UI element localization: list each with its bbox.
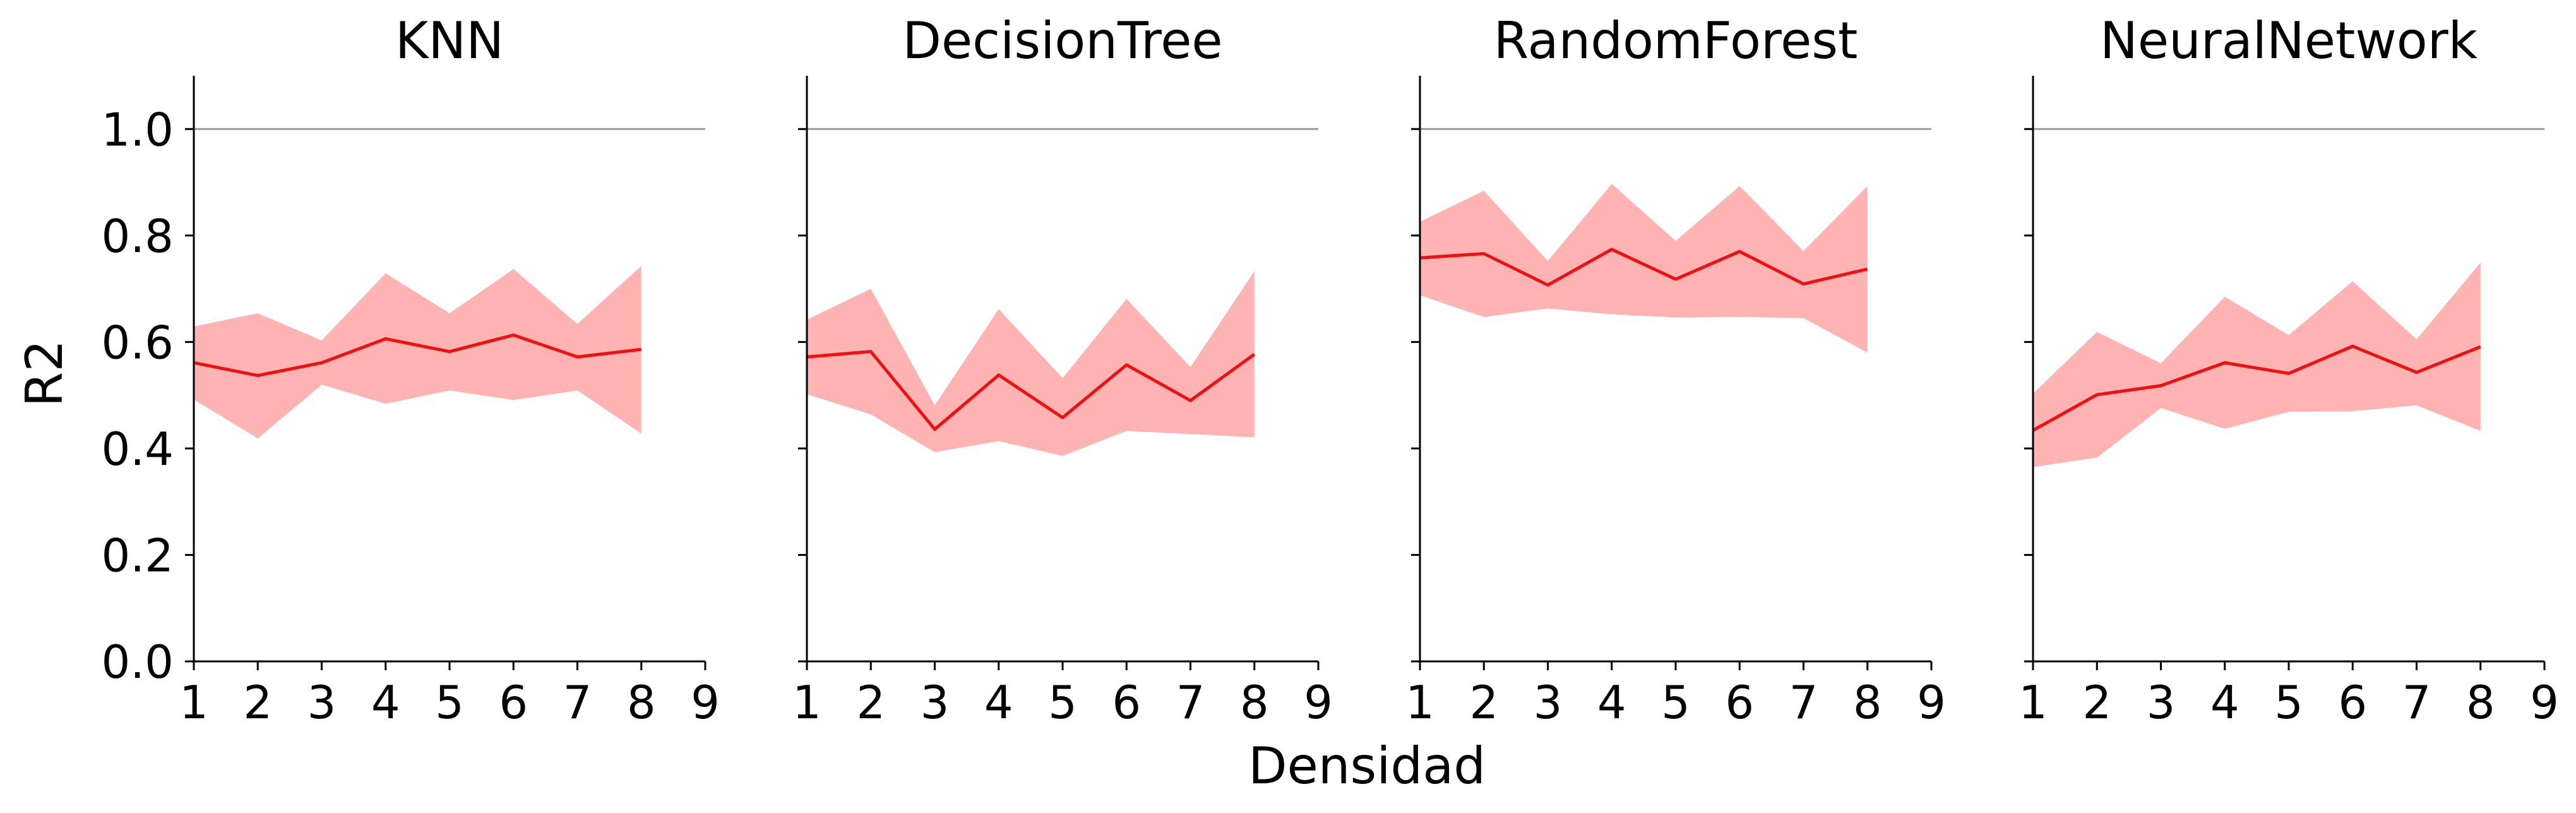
panel-title: RandomForest <box>1494 11 1858 70</box>
x-tick-label: 7 <box>1789 676 1818 729</box>
x-tick-label: 4 <box>984 676 1013 729</box>
x-tick-label: 2 <box>2082 676 2111 729</box>
x-tick-label: 6 <box>499 676 528 729</box>
x-tick-label: 1 <box>2018 676 2048 729</box>
x-tick-label: 6 <box>1112 676 1141 729</box>
panel-title: KNN <box>395 11 504 70</box>
x-tick-label: 2 <box>1469 676 1498 729</box>
series-line <box>806 350 1256 431</box>
x-tick-label: 8 <box>1853 676 1882 729</box>
x-tick-label: 1 <box>792 676 821 729</box>
x-tick-label: 5 <box>2274 676 2303 729</box>
x-tick-label: 1 <box>1405 676 1434 729</box>
x-tick-label: 3 <box>307 676 337 729</box>
x-tick-label: 4 <box>1597 676 1626 729</box>
x-tick-label: 6 <box>2338 676 2367 729</box>
y-axis-label: R2 <box>15 340 74 407</box>
x-tick-label: 2 <box>243 676 272 729</box>
x-tick-label: 3 <box>2147 676 2176 729</box>
x-tick-label: 2 <box>856 676 885 729</box>
series-line <box>2032 344 2481 432</box>
x-tick-label: 8 <box>1240 676 1269 729</box>
x-tick-label: 9 <box>2530 676 2559 729</box>
x-tick-label: 5 <box>435 676 464 729</box>
y-tick-label: 0.6 <box>101 316 174 369</box>
y-tick-label: 0.4 <box>101 423 174 476</box>
y-tick-label: 1.0 <box>101 103 174 156</box>
x-tick-label: 7 <box>2402 676 2431 729</box>
x-tick-label: 3 <box>921 676 950 729</box>
y-tick-label: 0.2 <box>101 529 174 582</box>
panel-3: RandomForest 1 2 3 4 5 6 7 8 9 <box>1405 11 1946 729</box>
x-tick-label: 3 <box>1534 676 1563 729</box>
x-tick-label: 1 <box>179 676 208 729</box>
x-tick-label: 8 <box>2466 676 2495 729</box>
confidence-band <box>807 271 1255 456</box>
x-tick-label: 9 <box>1917 676 1946 729</box>
x-tick-label: 9 <box>1304 676 1333 729</box>
x-tick-label: 4 <box>2210 676 2239 729</box>
y-tick-label: 0.8 <box>101 210 174 263</box>
y-tick-label: 0.0 <box>101 635 174 689</box>
panel-title: NeuralNetwork <box>2100 11 2478 70</box>
x-tick-label: 8 <box>627 676 656 729</box>
series-line <box>1419 248 1868 287</box>
x-tick-label: 5 <box>1661 676 1690 729</box>
confidence-band <box>194 265 641 438</box>
x-tick-label: 7 <box>563 676 592 729</box>
panel-2: DecisionTree 1 2 3 4 5 6 7 8 9 <box>792 11 1333 729</box>
panel-4: NeuralNetwork 1 2 3 4 5 6 7 8 9 <box>2018 11 2559 729</box>
panel-1: KNN 1 2 3 4 5 6 7 8 9 0.0 0.2 0.4 0.6 0.8 1.0 <box>101 11 719 729</box>
panel-title: DecisionTree <box>902 11 1222 70</box>
x-tick-label: 9 <box>691 676 720 729</box>
x-tick-label: 7 <box>1176 676 1205 729</box>
confidence-band <box>2033 262 2481 467</box>
series-line <box>193 333 642 377</box>
x-tick-label: 6 <box>1725 676 1754 729</box>
x-axis-label: Densidad <box>1248 737 1486 795</box>
x-tick-label: 5 <box>1048 676 1077 729</box>
x-tick-label: 4 <box>371 676 400 729</box>
confidence-band <box>1420 184 1868 353</box>
